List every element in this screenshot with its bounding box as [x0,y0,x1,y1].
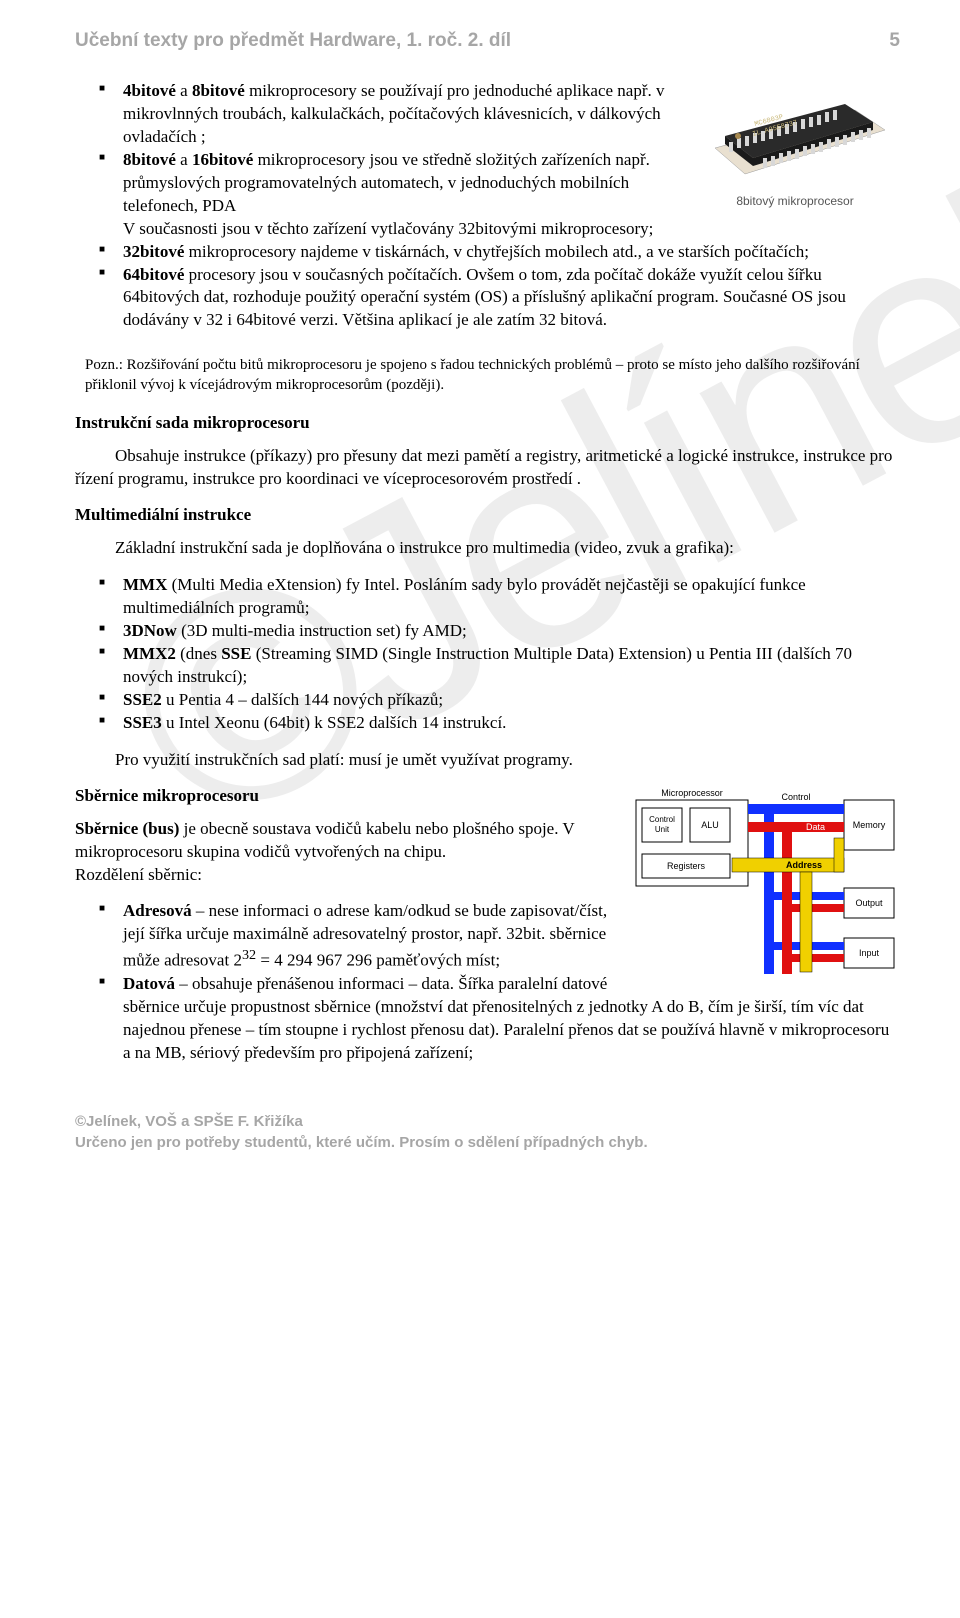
svg-text:Data: Data [806,822,825,832]
svg-text:Control: Control [649,815,675,824]
list-item: SSE3 u Intel Xeonu (64bit) k SSE2 dalšíc… [123,712,900,735]
list-item: MMX2 (dnes SSE (Streaming SIMD (Single I… [123,643,900,689]
list-item: Datová – obsahuje přenášenou informaci –… [123,973,900,1065]
svg-text:Microprocessor: Microprocessor [661,788,723,798]
svg-text:Memory: Memory [853,820,886,830]
list-item: 8bitové a 16bitové mikroprocesory jsou v… [123,149,900,241]
multimedia-para: Základní instrukční sada je doplňována o… [75,537,900,560]
list-item: 32bitové mikroprocesory najdeme v tiskár… [123,241,900,264]
list-item: 64bitové procesory jsou v současných poč… [123,264,900,333]
section-multimedia-title: Multimediální instrukce [75,505,900,525]
footer-line2: Určeno jen pro potřeby studentů, které u… [75,1132,900,1153]
svg-text:Unit: Unit [655,825,670,834]
svg-text:Registers: Registers [667,861,706,871]
bus-list: Adresová – nese informaci o adrese kam/o… [75,900,900,1064]
multimedia-list: MMX (Multi Media eXtension) fy Intel. Po… [75,574,900,735]
section-instruction-set-title: Instrukční sada mikroprocesoru [75,413,900,433]
multimedia-tail: Pro využití instrukčních sad platí: musí… [75,749,900,772]
list-item: MMX (Multi Media eXtension) fy Intel. Po… [123,574,900,620]
footer-line1: ©Jelínek, VOŠ a SPŠE F. Křižíka [75,1111,900,1132]
svg-text:Address: Address [786,860,822,870]
instruction-set-para: Obsahuje instrukce (příkazy) pro přesuny… [75,445,900,491]
list-item: 3DNow (3D multi-media instruction set) f… [123,620,900,643]
bit-width-list: 4bitové a 8bitové mikroprocesory se použ… [75,80,900,332]
header-title: Učební texty pro předmět Hardware, 1. ro… [75,30,511,52]
list-item: SSE2 u Pentia 4 – dalších 144 nových pří… [123,689,900,712]
list-item: 4bitové a 8bitové mikroprocesory se použ… [123,80,900,149]
svg-text:ALU: ALU [701,820,719,830]
svg-text:Control: Control [781,792,810,802]
note-paragraph: Pozn.: Rozšiřování počtu bitů mikroproce… [85,356,900,395]
list-item: Adresová – nese informaci o adrese kam/o… [123,900,900,972]
page-footer: ©Jelínek, VOŠ a SPŠE F. Křižíka Určeno j… [75,1111,900,1153]
page-header: Učební texty pro předmět Hardware, 1. ro… [75,30,900,52]
page-number: 5 [889,30,900,52]
